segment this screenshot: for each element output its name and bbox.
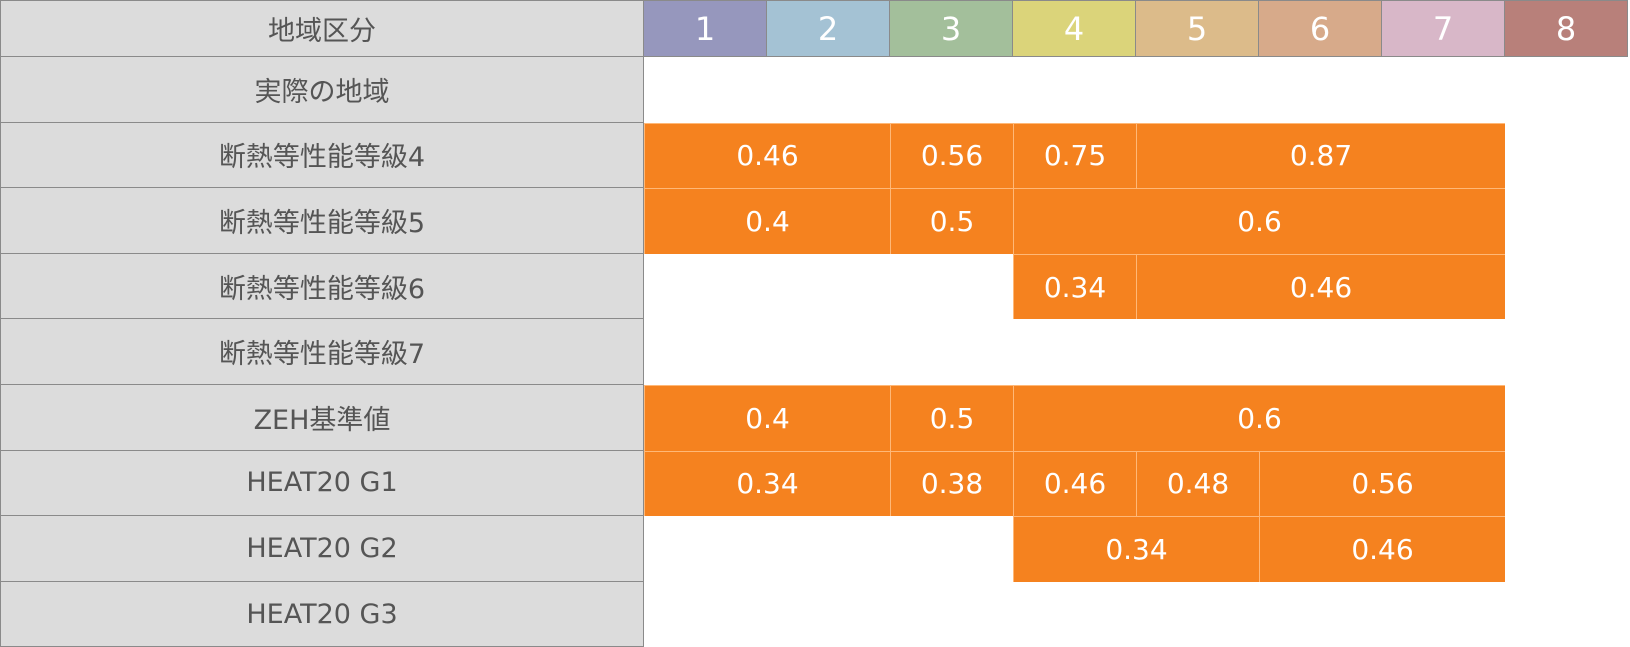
value-cell: 0.46 — [1259, 516, 1505, 582]
value-cell: 0.34 — [1013, 516, 1259, 582]
value-cell: 0.6 — [1013, 385, 1505, 451]
zone-header-2: 2 — [767, 0, 890, 57]
value-cell: 0.87 — [1136, 122, 1505, 189]
row-label: HEAT20 G1 — [0, 449, 644, 517]
value-cell: 0.5 — [890, 188, 1013, 254]
value-cell: 0.38 — [890, 450, 1013, 517]
value-cell: 0.4 — [644, 385, 890, 451]
zone-header-7: 7 — [1382, 0, 1505, 57]
value-cell: 0.34 — [644, 450, 890, 517]
value-cell: 0.4 — [644, 188, 890, 254]
row-label: HEAT20 G3 — [0, 580, 644, 647]
row-label: 断熱等性能等級4 — [0, 121, 644, 189]
zone-header-5: 5 — [1136, 0, 1259, 57]
value-cell: 0.6 — [1013, 188, 1505, 254]
zone-header-6: 6 — [1259, 0, 1382, 57]
row-label: HEAT20 G2 — [0, 515, 644, 582]
zone-header-1: 1 — [644, 0, 767, 57]
row-label: ZEH基準値 — [0, 384, 644, 451]
zone-header-8: 8 — [1505, 0, 1628, 57]
value-cell: 0.56 — [890, 122, 1013, 189]
value-cell: 0.34 — [1013, 253, 1136, 320]
value-cell: 0.48 — [1136, 450, 1259, 517]
row-label: 断熱等性能等級5 — [0, 187, 644, 254]
row-label: 実際の地域 — [0, 56, 644, 123]
zone-header-4: 4 — [1013, 0, 1136, 57]
value-cell: 0.56 — [1259, 450, 1505, 517]
row-label: 断熱等性能等級7 — [0, 318, 644, 385]
zone-header-label: 地域区分 — [0, 0, 644, 57]
value-cell: 0.46 — [1136, 253, 1505, 320]
value-cell: 0.5 — [890, 385, 1013, 451]
zone-header-3: 3 — [890, 0, 1013, 57]
value-cell: 0.46 — [644, 122, 890, 189]
value-cell: 0.46 — [1013, 450, 1136, 517]
value-cell: 0.75 — [1013, 122, 1136, 189]
row-label: 断熱等性能等級6 — [0, 252, 644, 320]
